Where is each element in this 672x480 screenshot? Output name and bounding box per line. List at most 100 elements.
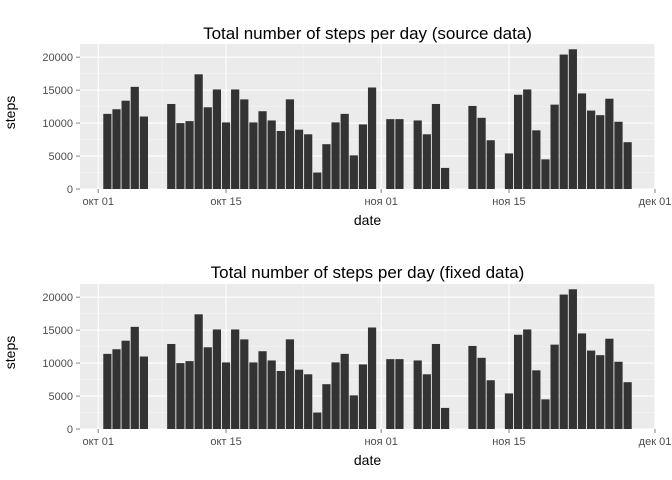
x-tick-label: окт 01 <box>83 436 114 448</box>
bar <box>349 395 358 429</box>
bar <box>358 124 368 189</box>
x-tick-label: дек 01 <box>639 196 672 208</box>
y-tick-label: 0 <box>67 184 73 196</box>
bar <box>550 344 559 429</box>
bar <box>431 343 441 429</box>
y-tick-label: 15000 <box>42 85 73 97</box>
bar <box>203 107 212 189</box>
chart-title: Total number of steps per day (fixed dat… <box>211 263 525 282</box>
bar <box>340 113 349 189</box>
bar <box>294 129 304 189</box>
panel-background <box>80 44 655 189</box>
bar <box>212 89 222 189</box>
y-tick-label: 10000 <box>42 118 73 130</box>
chart-title: Total number of steps per day (source da… <box>203 24 532 43</box>
x-tick-label: дек 01 <box>639 436 672 448</box>
bar <box>422 374 431 429</box>
bar <box>513 334 523 429</box>
bar <box>249 122 258 189</box>
bar <box>504 393 514 429</box>
x-tick-label: ноя 01 <box>364 436 397 448</box>
bar <box>504 153 514 189</box>
bar <box>468 105 477 189</box>
bar <box>468 345 477 429</box>
bar <box>486 380 495 429</box>
bar <box>130 326 139 429</box>
x-tick-label: окт 15 <box>210 436 241 448</box>
bar <box>240 99 249 189</box>
bar <box>386 359 395 429</box>
bar <box>231 329 240 429</box>
y-tick-label: 20000 <box>42 52 73 64</box>
y-axis-label: steps <box>2 336 18 369</box>
bar <box>194 314 203 429</box>
bar <box>285 339 295 429</box>
x-tick-label: окт 01 <box>83 196 114 208</box>
bar <box>322 384 331 429</box>
bar <box>112 349 121 429</box>
x-tick-label: ноя 01 <box>364 196 397 208</box>
bar <box>267 120 276 189</box>
y-axis-label: steps <box>2 96 18 129</box>
bar <box>577 333 587 429</box>
chart-fixed-data: 0 5000 10000 15000 20000 окт 01 окт 15 ноя 01 но… <box>2 263 671 468</box>
bar <box>413 120 422 189</box>
bar <box>276 131 285 189</box>
bar <box>422 134 431 189</box>
bar <box>258 351 267 429</box>
bar <box>121 340 130 429</box>
bar <box>121 100 130 189</box>
y-tick-label: 0 <box>67 424 73 436</box>
bar <box>605 98 614 189</box>
bar <box>596 115 605 189</box>
bar <box>203 347 212 429</box>
y-tick-label: 5000 <box>49 391 73 403</box>
bar <box>568 49 577 189</box>
bar <box>258 111 267 189</box>
bar <box>532 370 541 429</box>
bar <box>322 144 331 189</box>
x-axis-label: date <box>354 452 381 468</box>
x-tick-label: ноя 15 <box>492 196 525 208</box>
bar <box>285 99 295 189</box>
x-tick-label: окт 15 <box>210 196 241 208</box>
bar <box>130 86 139 189</box>
bar <box>267 360 276 429</box>
bar <box>304 374 313 429</box>
y-tick-label: 20000 <box>42 292 73 304</box>
bar <box>386 119 395 189</box>
bar <box>249 362 258 429</box>
bar <box>349 155 358 189</box>
panel-background <box>80 284 655 429</box>
bar <box>541 399 550 429</box>
bar <box>240 339 249 429</box>
bar <box>176 123 185 189</box>
y-tick-label: 15000 <box>42 325 73 337</box>
bar <box>577 93 587 189</box>
bar <box>587 110 596 189</box>
chart-source-data: 0 5000 10000 15000 20000 окт 01 окт 15 ноя 01 но… <box>2 24 671 228</box>
bar <box>395 359 404 429</box>
bar <box>605 338 614 429</box>
bar <box>523 329 532 429</box>
bar <box>212 329 222 429</box>
bar <box>367 87 377 189</box>
bar <box>139 356 148 429</box>
bar <box>167 103 176 189</box>
bar <box>304 134 313 189</box>
bar <box>294 369 304 429</box>
bar <box>623 142 632 189</box>
bar <box>559 294 568 429</box>
bar <box>313 412 322 429</box>
bar <box>513 94 523 189</box>
bar <box>440 407 450 429</box>
bar <box>431 103 441 189</box>
bar <box>167 343 176 429</box>
bar <box>103 353 112 429</box>
bar <box>477 357 486 429</box>
bar <box>413 360 422 429</box>
bar <box>185 121 194 189</box>
bar <box>440 167 450 189</box>
bar <box>532 130 541 189</box>
